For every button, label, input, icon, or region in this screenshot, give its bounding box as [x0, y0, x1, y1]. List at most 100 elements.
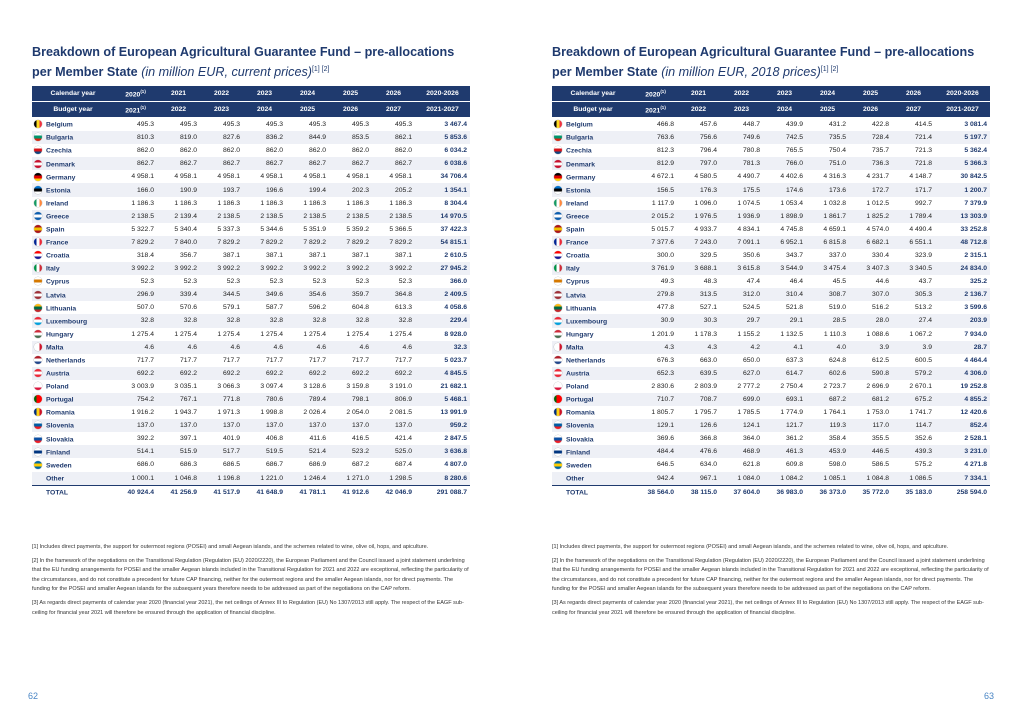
value-cell: 339.4	[157, 288, 200, 302]
value-cell: 692.2	[114, 366, 157, 380]
value-cell: 862.0	[136, 147, 154, 155]
country-cell: Denmark	[32, 157, 114, 171]
value-cell: 1 067.2	[909, 330, 932, 338]
header-cell: 2021(1)	[114, 101, 157, 118]
value-cell: 156.5	[634, 183, 677, 197]
value-cell: 137.0	[243, 419, 286, 433]
country-cell: Cyprus	[32, 275, 114, 288]
page-right: Breakdown of European Agricultural Guara…	[552, 0, 994, 724]
flag	[34, 355, 42, 364]
value-cell: 1 053.4	[780, 199, 803, 207]
value-cell: 687.2	[351, 461, 369, 469]
value-cell: 21 682.1	[440, 382, 467, 390]
value-cell: 24 834.0	[935, 262, 990, 276]
title: Breakdown of European Agricultural Guara…	[32, 44, 477, 81]
value-cell: 862.7	[329, 157, 372, 171]
value-cell: 7 829.2	[114, 235, 157, 249]
country-cell: Latvia	[32, 288, 114, 302]
value-cell: 676.3	[656, 356, 674, 364]
value-cell: 1 298.5	[372, 471, 415, 486]
value-cell: 4.6	[157, 340, 200, 354]
data-row: Slovenia 137.0 137.0 137.0 137.0 137.0 137.0 13…	[32, 419, 470, 433]
country-name: Czechia	[566, 147, 592, 155]
value-cell: 175.5	[720, 183, 763, 197]
total-cell: 38 564.0	[634, 484, 677, 500]
country-cell: Slovenia	[552, 419, 634, 433]
country-name: Netherlands	[566, 357, 606, 365]
value-cell: 819.0	[157, 131, 200, 145]
value-cell: 5 359.2	[346, 225, 369, 233]
value-cell: 495.3	[394, 121, 412, 129]
flag	[34, 198, 42, 207]
footnotes: [1] Includes direct payments, the suppor…	[552, 543, 990, 622]
value-cell: 32.8	[114, 314, 157, 328]
value-cell: 687.2	[806, 392, 849, 407]
header-cell: 2024	[243, 101, 286, 118]
value-cell: 439.9	[785, 121, 803, 129]
value-cell: 634.0	[699, 461, 717, 469]
value-cell: 49.3	[660, 278, 674, 286]
value-cell: 52.3	[140, 278, 154, 286]
value-cell: 1 074.5	[737, 199, 760, 207]
data-row: Italy 3 761.9 3 688.1 3 615.8 3 544.9 3 475.4…	[552, 262, 990, 276]
value-cell: 756.6	[677, 131, 720, 145]
header-cell: 2024	[286, 86, 329, 102]
value-cell: 4 574.0	[866, 225, 889, 233]
value-cell: 5 197.7	[935, 131, 990, 145]
country-name: Poland	[46, 383, 69, 391]
value-cell: 4 745.8	[780, 225, 803, 233]
value-cell: 4 958.1	[174, 173, 197, 181]
value-cell: 439.3	[892, 445, 935, 459]
value-cell: 686.3	[179, 461, 197, 469]
value-cell: 590.8	[849, 366, 892, 380]
value-cell: 515.9	[157, 445, 200, 459]
data-row: Latvia 296.9 339.4 344.5 349.6 354.6 359.7 364.…	[32, 288, 470, 302]
country-cell: Bulgaria	[552, 131, 634, 145]
value-cell: 29.7	[720, 314, 763, 328]
value-cell: 2 136.7	[935, 288, 990, 302]
value-cell: 1 861.7	[806, 209, 849, 223]
value-cell: 627.0	[720, 366, 763, 380]
data-row: Lithuania 507.0 570.6 579.1 587.7 596.2 604.8 6…	[32, 301, 470, 314]
value-cell: 307.0	[849, 288, 892, 302]
value-cell: 344.5	[200, 288, 243, 302]
value-cell: 3 992.2	[200, 262, 243, 276]
value-cell: 1 943.7	[174, 409, 197, 417]
flag	[34, 421, 42, 430]
country-cell: Ireland	[552, 197, 634, 210]
value-cell: 3 066.3	[217, 382, 240, 390]
value-cell: 1 084.8	[849, 471, 892, 486]
flag	[34, 238, 42, 247]
value-cell: 7 377.6	[634, 235, 677, 249]
country-cell: Malta	[32, 340, 114, 354]
data-row: Estonia 166.0 190.9 193.7 196.6 199.4 202.3 205…	[32, 183, 470, 197]
country-cell: Ireland	[32, 197, 114, 210]
flag	[34, 133, 42, 142]
value-cell: 5 322.7	[131, 225, 154, 233]
header-cell: 2024	[806, 86, 849, 102]
value-cell: 119.3	[806, 419, 849, 433]
data-row: Spain 5 322.7 5 340.4 5 337.3 5 344.6 5 351.9…	[32, 223, 470, 236]
value-cell: 1 275.4	[174, 330, 197, 338]
value-cell: 2 138.5	[286, 209, 329, 223]
value-cell: 356.7	[179, 251, 197, 259]
country-name: France	[46, 239, 69, 247]
value-cell: 687.4	[394, 461, 412, 469]
value-cell: 650.0	[742, 356, 760, 364]
value-cell: 495.3	[222, 121, 240, 129]
value-cell: 4 845.5	[415, 366, 470, 380]
value-cell: 453.9	[806, 445, 849, 459]
value-cell: 763.6	[634, 131, 677, 145]
footnote: [2] In the framework of the negotiations…	[552, 557, 989, 593]
value-cell: 1 032.8	[823, 199, 846, 207]
country-cell: Luxembourg	[552, 314, 634, 328]
flag	[34, 120, 42, 129]
country-cell: Croatia	[552, 249, 634, 262]
title-sup: [1] [2]	[820, 66, 839, 73]
value-cell: 527.1	[699, 304, 717, 312]
value-cell: 942.4	[634, 471, 677, 486]
country-name: Bulgaria	[566, 134, 594, 142]
value-cell: 44.6	[875, 278, 889, 286]
value-cell: 639.5	[677, 366, 720, 380]
value-cell: 305.3	[892, 288, 935, 302]
